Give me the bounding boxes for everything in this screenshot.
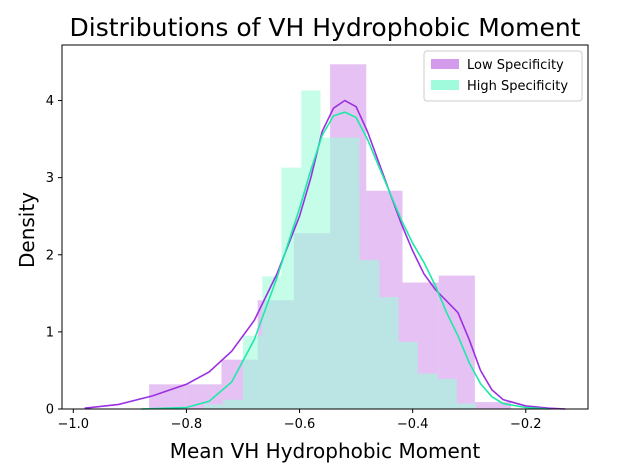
x-tick-label-4: −0.2 xyxy=(510,417,542,432)
x-tick-label-0: −1.0 xyxy=(58,417,90,432)
y-tick-label-2: 2 xyxy=(46,248,54,263)
legend-box xyxy=(423,50,583,102)
bar-1-4 xyxy=(281,167,302,409)
y-tick-label-4: 4 xyxy=(46,94,54,109)
bar-1-8 xyxy=(359,260,380,409)
y-axis: 0 1 2 3 4 xyxy=(46,94,62,418)
plot-frame xyxy=(61,44,589,410)
bar-1-12 xyxy=(437,378,457,409)
y-axis-label: Density xyxy=(15,192,39,268)
x-axis-label: Mean VH Hydrophobic Moment xyxy=(170,439,481,463)
plot-area xyxy=(84,64,566,410)
x-tick-label-1: −0.8 xyxy=(171,417,203,432)
bar-1-6 xyxy=(320,137,341,410)
y-tick-label-1: 1 xyxy=(46,325,54,340)
x-tick-label-3: −0.4 xyxy=(397,417,429,432)
y-tick-label-0: 0 xyxy=(46,403,54,418)
bar-1-5 xyxy=(301,90,321,409)
y-tick-label-3: 3 xyxy=(46,171,54,186)
bar-1-1 xyxy=(223,399,243,409)
bar-0-0 xyxy=(149,384,186,409)
bar-1-11 xyxy=(417,373,438,409)
legend-swatch-0 xyxy=(431,59,459,69)
bar-1-2 xyxy=(242,335,263,409)
series-1-bars xyxy=(203,90,477,410)
chart-title: Distributions of VH Hydrophobic Moment xyxy=(70,13,581,42)
kde-line-0 xyxy=(84,99,566,410)
legend: Low Specificity High Specificity xyxy=(423,50,583,102)
x-tick-label-2: −0.6 xyxy=(284,417,316,432)
bar-1-0 xyxy=(203,404,224,409)
bar-0-9 xyxy=(474,402,512,409)
legend-label-1: High Specificity xyxy=(467,79,568,94)
bar-1-13 xyxy=(456,403,477,409)
legend-swatch-1 xyxy=(431,80,459,90)
legend-label-0: Low Specificity xyxy=(467,58,564,73)
kde-line-1 xyxy=(141,111,549,410)
bar-1-10 xyxy=(398,341,418,409)
x-axis: −1.0 −0.8 −0.6 −0.4 −0.2 xyxy=(58,409,542,432)
bar-1-3 xyxy=(262,276,282,409)
bar-1-9 xyxy=(379,297,399,409)
bar-1-7 xyxy=(340,137,360,410)
